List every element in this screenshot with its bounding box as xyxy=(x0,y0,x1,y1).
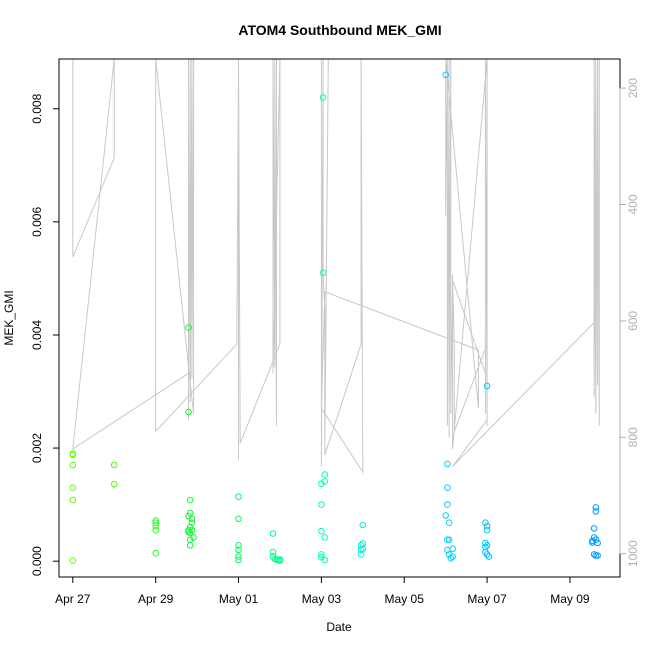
data-point xyxy=(190,534,197,541)
data-point xyxy=(445,551,453,558)
data-point xyxy=(188,526,196,534)
y-axis-label: MEK_GMI xyxy=(2,290,16,345)
data-point xyxy=(185,408,192,416)
data-point xyxy=(318,501,325,508)
y-tick-label: 0.006 xyxy=(30,207,44,237)
data-point xyxy=(69,451,77,459)
data-point xyxy=(357,542,365,549)
x-tick-label: May 05 xyxy=(385,592,425,606)
data-point xyxy=(592,536,600,544)
data-point xyxy=(447,555,455,562)
data-point xyxy=(235,556,242,564)
data-point xyxy=(444,501,451,508)
data-points xyxy=(69,71,601,564)
data-point xyxy=(483,542,491,549)
data-point xyxy=(594,552,601,559)
chart-title: ATOM4 Southbound MEK_GMI xyxy=(238,22,441,38)
data-point xyxy=(185,324,192,331)
data-point xyxy=(269,530,277,537)
x-axis: Apr 27 Apr 29 May 01 May 03 May 05 May 07 May … xyxy=(55,576,590,606)
data-point xyxy=(483,526,491,534)
data-point xyxy=(188,519,196,527)
data-point xyxy=(359,545,367,553)
data-point xyxy=(235,542,242,549)
x-tick-label: Apr 27 xyxy=(55,592,91,606)
data-point xyxy=(69,461,77,469)
data-point xyxy=(449,553,456,560)
data-point xyxy=(594,539,601,547)
x-tick-label: May 09 xyxy=(550,592,590,606)
data-point xyxy=(186,496,194,504)
data-point xyxy=(321,471,329,478)
x-tick-label: May 01 xyxy=(219,592,259,606)
x-tick-label: May 07 xyxy=(467,592,507,606)
y-tick-label: 0.004 xyxy=(30,320,44,350)
data-point xyxy=(590,551,598,558)
data-point xyxy=(442,71,450,79)
data-point xyxy=(444,460,451,468)
data-point xyxy=(186,542,194,549)
data-point xyxy=(269,548,277,556)
data-point xyxy=(444,484,451,492)
right-tick-label: 400 xyxy=(626,194,640,214)
data-point xyxy=(235,493,242,501)
data-point xyxy=(152,519,159,527)
right-tick-label: 800 xyxy=(626,427,640,447)
data-point xyxy=(152,549,159,557)
data-point xyxy=(186,509,194,517)
data-point xyxy=(235,515,242,523)
data-point xyxy=(319,269,327,277)
data-point xyxy=(69,484,77,492)
y-tick-label: 0.002 xyxy=(30,433,44,463)
data-point xyxy=(321,478,329,485)
data-point xyxy=(590,525,598,532)
data-point xyxy=(321,534,329,541)
data-point xyxy=(235,546,242,554)
data-point xyxy=(152,522,159,530)
data-point xyxy=(110,481,118,488)
data-point xyxy=(482,519,489,527)
data-point xyxy=(188,515,196,523)
y-axis: 0.000 0.002 0.004 0.006 0.008 xyxy=(30,93,60,576)
plot-frame xyxy=(58,58,621,578)
data-point xyxy=(592,504,600,511)
data-point xyxy=(445,519,453,527)
x-tick-label: May 03 xyxy=(302,592,342,606)
data-point xyxy=(485,553,493,560)
data-point xyxy=(318,551,325,558)
data-point xyxy=(592,508,600,515)
data-point xyxy=(445,536,453,544)
data-point xyxy=(482,543,489,551)
data-point xyxy=(359,521,367,529)
y-tick-label: 0.000 xyxy=(30,546,44,576)
data-point xyxy=(235,553,242,560)
pressure-trace-line xyxy=(72,58,600,474)
x-tick-label: Apr 29 xyxy=(138,592,174,606)
data-point xyxy=(483,522,491,530)
right-tick-label: 1000 xyxy=(626,540,640,567)
data-point xyxy=(442,512,450,519)
data-point xyxy=(318,527,325,535)
right-tick-label: 200 xyxy=(626,78,640,98)
data-point xyxy=(357,546,365,554)
data-point xyxy=(152,526,159,534)
data-point xyxy=(69,496,77,504)
y-tick-label: 0.008 xyxy=(30,93,44,123)
right-axis: 200 400 600 800 1000 xyxy=(619,78,640,567)
data-point xyxy=(321,556,329,564)
data-point xyxy=(69,557,77,564)
x-axis-label: Date xyxy=(326,620,352,634)
data-point xyxy=(483,382,491,390)
right-tick-label: 600 xyxy=(626,311,640,331)
data-point xyxy=(592,552,600,559)
data-point xyxy=(319,94,327,101)
data-point xyxy=(276,557,284,564)
pressure-trace-layer xyxy=(72,58,600,474)
data-point xyxy=(357,551,365,558)
data-point xyxy=(110,461,118,469)
data-point xyxy=(449,545,456,553)
